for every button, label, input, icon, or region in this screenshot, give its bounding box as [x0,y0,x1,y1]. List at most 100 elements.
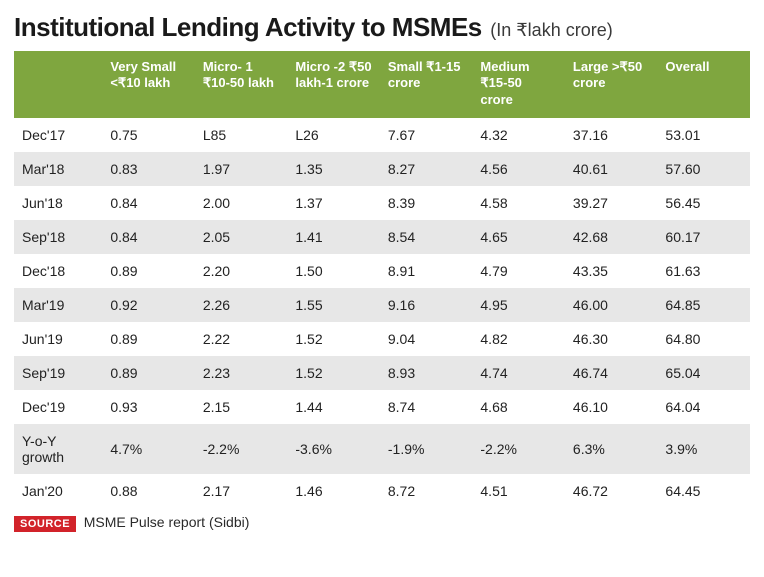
source-text: MSME Pulse report (Sidbi) [84,514,250,530]
cell-value: 0.89 [102,322,195,356]
cell-value: 0.84 [102,186,195,220]
cell-value: 0.75 [102,118,195,152]
col-header: Micro- 1 ₹10-50 lakh [195,51,288,118]
table-header: Very Small <₹10 lakhMicro- 1 ₹10-50 lakh… [14,51,750,118]
col-header: Small ₹1-15 crore [380,51,473,118]
row-label: Mar'18 [14,152,102,186]
col-header: Micro -2 ₹50 lakh-1 crore [287,51,380,118]
cell-value: 1.52 [287,356,380,390]
cell-value: 64.80 [657,322,750,356]
cell-value: 56.45 [657,186,750,220]
cell-value: 43.35 [565,254,658,288]
cell-value: 8.93 [380,356,473,390]
table-row: Jan'200.882.171.468.724.5146.7264.45 [14,474,750,508]
cell-value: 1.35 [287,152,380,186]
cell-value: 0.89 [102,356,195,390]
cell-value: 60.17 [657,220,750,254]
cell-value: 8.74 [380,390,473,424]
table-row: Mar'180.831.971.358.274.5640.6157.60 [14,152,750,186]
row-label: Dec'18 [14,254,102,288]
table-body: Dec'170.75L85L267.674.3237.1653.01Mar'18… [14,118,750,508]
cell-value: 46.10 [565,390,658,424]
cell-value: 2.23 [195,356,288,390]
row-label: Sep'19 [14,356,102,390]
cell-value: 2.22 [195,322,288,356]
cell-value: 4.79 [472,254,565,288]
source-block: SOURCE MSME Pulse report (Sidbi) [14,514,750,532]
table-row: Jun'190.892.221.529.044.8246.3064.80 [14,322,750,356]
cell-value: 1.55 [287,288,380,322]
cell-value: 2.00 [195,186,288,220]
cell-value: 2.05 [195,220,288,254]
col-header: Very Small <₹10 lakh [102,51,195,118]
cell-value: 1.46 [287,474,380,508]
table-row: Mar'190.922.261.559.164.9546.0064.85 [14,288,750,322]
row-label: Y-o-Y growth [14,424,102,474]
row-label: Jun'18 [14,186,102,220]
cell-value: -1.9% [380,424,473,474]
cell-value: 57.60 [657,152,750,186]
cell-value: 40.61 [565,152,658,186]
col-header [14,51,102,118]
cell-value: 46.74 [565,356,658,390]
cell-value: 0.88 [102,474,195,508]
col-header: Overall [657,51,750,118]
cell-value: 8.27 [380,152,473,186]
table-row: Sep'180.842.051.418.544.6542.6860.17 [14,220,750,254]
cell-value: 4.65 [472,220,565,254]
cell-value: 64.85 [657,288,750,322]
cell-value: 2.26 [195,288,288,322]
cell-value: 37.16 [565,118,658,152]
cell-value: 0.89 [102,254,195,288]
cell-value: 2.17 [195,474,288,508]
cell-value: 39.27 [565,186,658,220]
cell-value: 4.51 [472,474,565,508]
title-block: Institutional Lending Activity to MSMEs … [14,12,750,43]
table-row: Dec'190.932.151.448.744.6846.1064.04 [14,390,750,424]
cell-value: 1.50 [287,254,380,288]
cell-value: 2.20 [195,254,288,288]
cell-value: 3.9% [657,424,750,474]
cell-value: 4.68 [472,390,565,424]
cell-value: 8.39 [380,186,473,220]
cell-value: L85 [195,118,288,152]
cell-value: 0.93 [102,390,195,424]
table-row: Sep'190.892.231.528.934.7446.7465.04 [14,356,750,390]
page-subtitle: (In ₹lakh crore) [490,20,612,40]
cell-value: 8.54 [380,220,473,254]
cell-value: 61.63 [657,254,750,288]
cell-value: 46.00 [565,288,658,322]
row-label: Jan'20 [14,474,102,508]
table-row: Dec'180.892.201.508.914.7943.3561.63 [14,254,750,288]
table-row: Dec'170.75L85L267.674.3237.1653.01 [14,118,750,152]
cell-value: 9.16 [380,288,473,322]
cell-value: 4.7% [102,424,195,474]
cell-value: 65.04 [657,356,750,390]
cell-value: 8.72 [380,474,473,508]
lending-table: Very Small <₹10 lakhMicro- 1 ₹10-50 lakh… [14,51,750,508]
cell-value: 64.04 [657,390,750,424]
table-row: Jun'180.842.001.378.394.5839.2756.45 [14,186,750,220]
cell-value: -2.2% [472,424,565,474]
cell-value: 7.67 [380,118,473,152]
cell-value: 4.95 [472,288,565,322]
cell-value: 4.82 [472,322,565,356]
cell-value: 46.30 [565,322,658,356]
cell-value: 4.32 [472,118,565,152]
row-label: Sep'18 [14,220,102,254]
cell-value: 42.68 [565,220,658,254]
cell-value: 0.84 [102,220,195,254]
cell-value: 64.45 [657,474,750,508]
cell-value: 53.01 [657,118,750,152]
row-label: Dec'17 [14,118,102,152]
cell-value: -3.6% [287,424,380,474]
row-label: Dec'19 [14,390,102,424]
col-header: Medium ₹15-50 crore [472,51,565,118]
source-badge: SOURCE [14,516,76,532]
cell-value: -2.2% [195,424,288,474]
row-label: Jun'19 [14,322,102,356]
cell-value: L26 [287,118,380,152]
cell-value: 1.52 [287,322,380,356]
cell-value: 46.72 [565,474,658,508]
cell-value: 1.41 [287,220,380,254]
